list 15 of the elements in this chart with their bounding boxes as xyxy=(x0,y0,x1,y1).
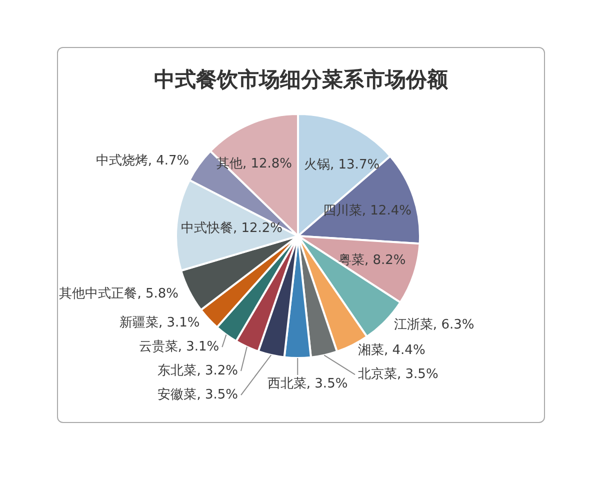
slice-label: 中式快餐, 12.2% xyxy=(180,221,283,236)
slice-label: 安徽菜, 3.5% xyxy=(158,386,238,402)
slice-label: 新疆菜, 3.1% xyxy=(119,315,200,330)
slice-label: 其他中式正餐, 5.8% xyxy=(59,286,178,302)
slice-label: 火锅, 13.7% xyxy=(304,157,380,172)
slice-label: 云贵菜, 3.1% xyxy=(138,339,220,354)
slice-label: 其他, 12.8% xyxy=(216,156,292,172)
slice-label: 湘菜, 4.4% xyxy=(358,342,426,358)
slice-label: 江浙菜, 6.3% xyxy=(394,318,474,333)
slice-label: 中式烧烤, 4.7% xyxy=(96,154,190,169)
slice-label: 西北菜, 3.5% xyxy=(267,376,348,392)
slice-label: 东北菜, 3.2% xyxy=(158,363,238,378)
slice-label: 北京菜, 3.5% xyxy=(358,366,438,382)
chart-title: 中式餐饮市场细分菜系市场份额 xyxy=(154,67,449,92)
slice-label: 粤菜, 8.2% xyxy=(338,252,406,268)
